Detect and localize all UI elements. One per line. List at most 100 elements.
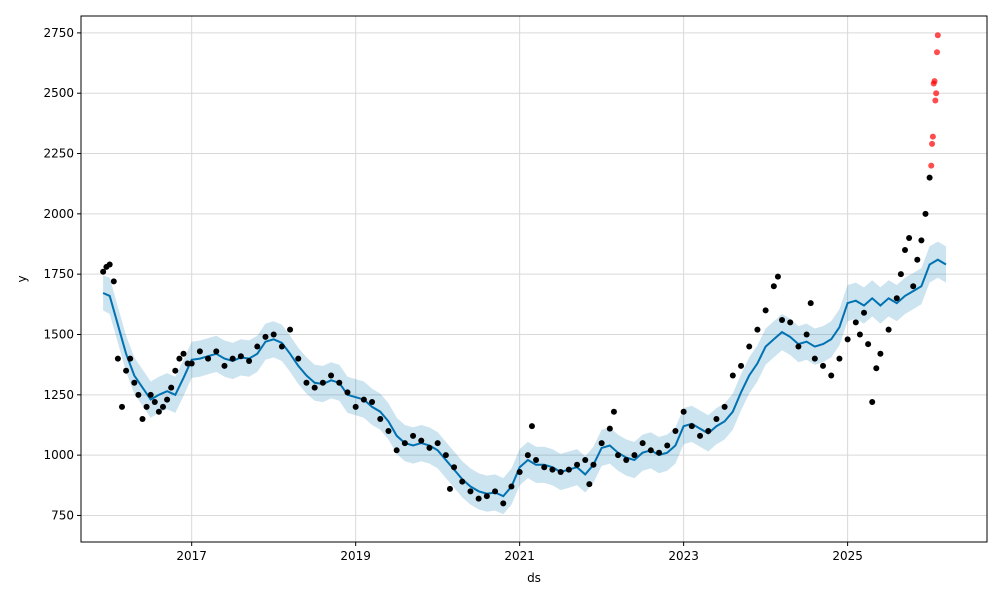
observed-point xyxy=(713,415,720,422)
observed-point xyxy=(610,408,617,415)
observed-point xyxy=(910,283,917,290)
y-tick-label: 2250 xyxy=(43,147,74,161)
observed-point xyxy=(155,408,162,415)
x-axis-label: ds xyxy=(527,571,541,585)
observed-point xyxy=(123,367,130,374)
observed-point xyxy=(434,440,441,447)
y-axis-ticks: 750 1000 1250 1500 1750 2000 2250 2500 2750 xyxy=(43,26,81,522)
observed-point xyxy=(352,403,359,410)
observed-point xyxy=(492,488,499,495)
observed-point xyxy=(127,355,134,362)
plot-background xyxy=(81,16,987,542)
y-tick-label: 1250 xyxy=(43,388,74,402)
observed-point xyxy=(106,261,113,268)
observed-point xyxy=(385,428,392,435)
x-tick-label: 2025 xyxy=(832,549,863,563)
observed-point xyxy=(590,461,597,468)
observed-point xyxy=(574,461,581,468)
observed-point xyxy=(623,456,630,463)
uncertainty-band-area xyxy=(103,241,947,515)
observed-point xyxy=(311,384,318,391)
y-tick-label: 2750 xyxy=(43,26,74,40)
observed-point xyxy=(582,456,589,463)
x-axis-ticks: 2017 2019 2021 2023 2025 xyxy=(176,542,863,563)
observed-point xyxy=(606,425,613,432)
observed-point xyxy=(565,466,572,473)
observed-point xyxy=(820,362,827,369)
observed-point xyxy=(100,268,107,275)
observed-point xyxy=(139,415,146,422)
observed-point xyxy=(213,348,220,355)
observed-point xyxy=(369,399,376,406)
observed-point xyxy=(426,444,433,451)
observed-point xyxy=(762,307,769,314)
anomaly-point xyxy=(928,162,935,169)
observed-point xyxy=(639,440,646,447)
observed-point xyxy=(705,428,712,435)
x-tick-label: 2021 xyxy=(504,549,535,563)
observed-point xyxy=(229,355,236,362)
observed-point xyxy=(451,464,458,471)
y-tick-label: 2000 xyxy=(43,207,74,221)
observed-point xyxy=(664,442,671,449)
observed-point xyxy=(205,355,212,362)
observed-point xyxy=(844,336,851,343)
uncertainty-band xyxy=(103,241,947,515)
observed-point xyxy=(774,273,781,280)
observed-point xyxy=(893,295,900,302)
observed-point xyxy=(729,372,736,379)
observed-point xyxy=(914,256,921,263)
observed-point xyxy=(475,495,482,502)
anomaly-point xyxy=(929,133,936,140)
observed-point xyxy=(143,403,150,410)
observed-point xyxy=(779,317,786,324)
observed-point xyxy=(557,469,564,476)
observed-point xyxy=(541,464,548,471)
observed-point xyxy=(787,319,794,326)
observed-point xyxy=(176,355,183,362)
x-tick-label: 2019 xyxy=(340,549,371,563)
observed-point xyxy=(869,399,876,406)
observed-point xyxy=(885,326,892,333)
observed-point xyxy=(500,500,507,507)
observed-point xyxy=(319,379,326,386)
observed-point xyxy=(483,493,490,500)
observed-point xyxy=(303,379,310,386)
observed-point xyxy=(615,452,622,459)
observed-point xyxy=(246,358,253,365)
observed-point xyxy=(262,333,269,340)
observed-point xyxy=(159,403,166,410)
x-tick-label: 2023 xyxy=(668,549,699,563)
observed-point xyxy=(196,348,203,355)
observed-point xyxy=(877,350,884,357)
observed-point xyxy=(861,309,868,316)
anomaly-point xyxy=(933,49,940,56)
observed-point xyxy=(836,355,843,362)
observed-point xyxy=(528,423,535,430)
observed-point xyxy=(828,372,835,379)
observed-point xyxy=(865,341,872,348)
observed-point xyxy=(188,360,195,367)
observed-point xyxy=(586,481,593,488)
observed-point xyxy=(852,319,859,326)
observed-point xyxy=(393,447,400,454)
observed-point xyxy=(278,343,285,350)
observed-point xyxy=(131,379,138,386)
observed-point xyxy=(114,355,121,362)
observed-point xyxy=(721,403,728,410)
observed-point xyxy=(328,372,335,379)
observed-point xyxy=(151,399,158,406)
plot-frame xyxy=(80,15,988,543)
observed-point xyxy=(446,485,453,492)
observed-point xyxy=(180,350,187,357)
observed-point xyxy=(524,452,531,459)
observed-point xyxy=(807,300,814,307)
observed-point xyxy=(360,396,367,403)
x-tick-label: 2017 xyxy=(176,549,207,563)
observed-point xyxy=(803,331,810,338)
anomaly-point xyxy=(934,32,941,39)
observed-point xyxy=(926,174,933,181)
observed-point xyxy=(237,353,244,360)
